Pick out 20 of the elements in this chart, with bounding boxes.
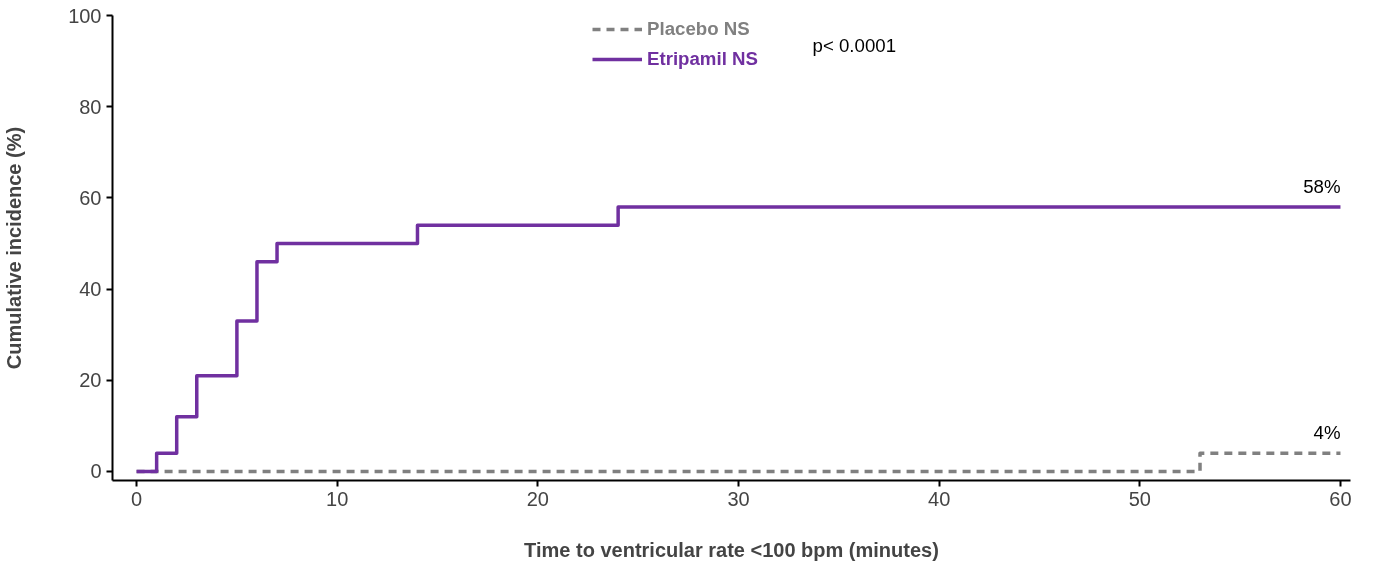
x-tick-label: 10 bbox=[326, 487, 349, 510]
x-tick-label: 30 bbox=[727, 487, 750, 510]
x-tick-label: 20 bbox=[526, 487, 549, 510]
y-axis-title: Cumulative incidence (%) bbox=[3, 126, 26, 370]
x-tick-label: 50 bbox=[1128, 487, 1151, 510]
x-axis-title: Time to ventricular rate <100 bpm (minutes) bbox=[524, 538, 939, 561]
annotation: 4% bbox=[1313, 422, 1341, 444]
y-tick-label: 80 bbox=[79, 95, 102, 118]
annotation: 58% bbox=[1303, 175, 1341, 197]
legend-label: Placebo NS bbox=[647, 18, 750, 40]
y-tick-label: 40 bbox=[79, 278, 102, 301]
x-tick-label: 40 bbox=[928, 487, 951, 510]
y-tick-label: 60 bbox=[79, 186, 102, 209]
annotation: p< 0.0001 bbox=[812, 34, 897, 56]
x-tick-label: 0 bbox=[131, 487, 143, 510]
legend-label: Etripamil NS bbox=[647, 48, 758, 70]
y-tick-label: 20 bbox=[79, 369, 102, 392]
x-tick-label: 60 bbox=[1329, 487, 1352, 510]
y-tick-label: 100 bbox=[68, 4, 102, 27]
y-tick-label: 0 bbox=[90, 460, 102, 483]
